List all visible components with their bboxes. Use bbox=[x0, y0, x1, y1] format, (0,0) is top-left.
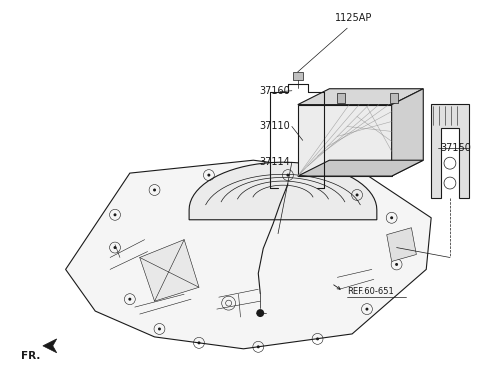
Circle shape bbox=[197, 341, 201, 344]
Circle shape bbox=[287, 174, 289, 176]
Circle shape bbox=[158, 328, 161, 331]
Text: 37114: 37114 bbox=[259, 157, 290, 167]
Polygon shape bbox=[140, 240, 199, 301]
Circle shape bbox=[257, 345, 260, 348]
Text: 37110: 37110 bbox=[259, 121, 290, 132]
Polygon shape bbox=[298, 160, 423, 176]
Polygon shape bbox=[337, 93, 345, 103]
Polygon shape bbox=[66, 160, 431, 349]
Polygon shape bbox=[189, 162, 377, 220]
Polygon shape bbox=[392, 89, 423, 176]
Polygon shape bbox=[43, 339, 57, 353]
Text: 37150: 37150 bbox=[440, 143, 471, 153]
Polygon shape bbox=[298, 105, 392, 176]
Circle shape bbox=[128, 298, 132, 301]
Circle shape bbox=[114, 213, 117, 216]
Circle shape bbox=[207, 174, 210, 176]
Text: REF.60-651: REF.60-651 bbox=[347, 287, 394, 296]
Circle shape bbox=[356, 193, 359, 196]
Polygon shape bbox=[431, 104, 469, 198]
Polygon shape bbox=[390, 93, 397, 103]
Text: 37160: 37160 bbox=[259, 86, 290, 96]
Circle shape bbox=[256, 309, 264, 317]
Circle shape bbox=[390, 216, 393, 219]
Circle shape bbox=[365, 308, 369, 311]
Polygon shape bbox=[298, 89, 423, 105]
Polygon shape bbox=[387, 228, 416, 262]
Circle shape bbox=[395, 263, 398, 266]
Circle shape bbox=[316, 337, 319, 340]
Circle shape bbox=[153, 188, 156, 192]
Text: 1125AP: 1125AP bbox=[336, 13, 372, 23]
Circle shape bbox=[114, 246, 117, 249]
Text: FR.: FR. bbox=[21, 351, 40, 361]
Polygon shape bbox=[293, 72, 303, 80]
